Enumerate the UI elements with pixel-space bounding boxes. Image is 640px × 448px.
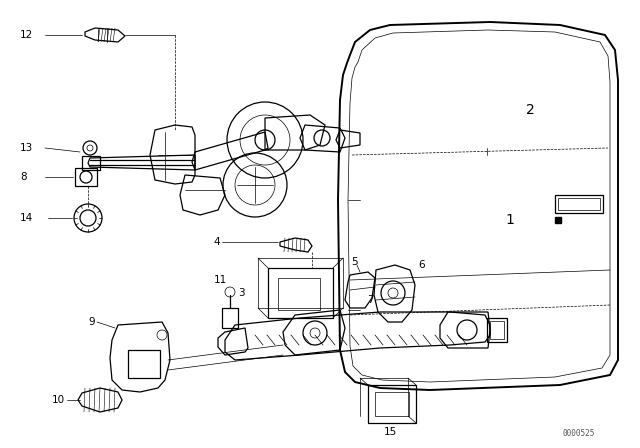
Text: 5: 5 [352,257,358,267]
Text: 11: 11 [213,275,227,285]
Text: 15: 15 [383,427,397,437]
Text: 0000525: 0000525 [563,429,595,438]
Text: 12: 12 [20,30,33,40]
Bar [487,318,507,342]
Text: 8: 8 [20,172,27,182]
Bar [75,168,97,186]
Text: 4: 4 [213,237,220,247]
Text: 13: 13 [20,143,33,153]
Text: 3: 3 [238,288,245,298]
Text: 7: 7 [367,295,373,305]
Bar [558,198,600,210]
Text: 9: 9 [88,317,95,327]
Bar [82,156,100,170]
Bar [128,350,160,378]
Bar [368,385,416,423]
Text: 2: 2 [525,103,534,117]
Text: 10: 10 [52,395,65,405]
Text: 1: 1 [506,213,515,227]
Bar [278,278,320,310]
Bar [375,392,409,416]
Text: 6: 6 [418,260,424,270]
Bar [268,268,333,318]
Bar [222,308,238,328]
Text: 14: 14 [20,213,33,223]
Bar [555,195,603,213]
Bar [490,321,504,339]
